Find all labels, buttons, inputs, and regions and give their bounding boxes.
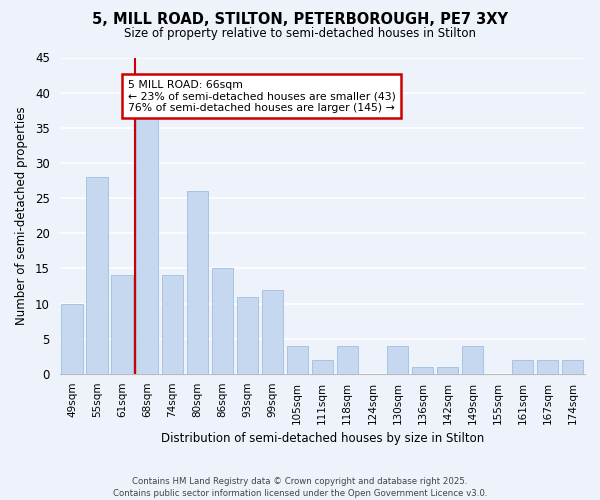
Bar [437, 367, 458, 374]
X-axis label: Distribution of semi-detached houses by size in Stilton: Distribution of semi-detached houses by … [161, 432, 484, 445]
Bar [512, 360, 533, 374]
Bar [562, 360, 583, 374]
Bar [537, 360, 558, 374]
Bar [187, 191, 208, 374]
Text: Contains HM Land Registry data © Crown copyright and database right 2025.
Contai: Contains HM Land Registry data © Crown c… [113, 476, 487, 498]
Bar [236, 296, 258, 374]
Bar [287, 346, 308, 374]
Bar [311, 360, 333, 374]
Bar [262, 290, 283, 374]
Bar [462, 346, 483, 374]
Text: Size of property relative to semi-detached houses in Stilton: Size of property relative to semi-detach… [124, 28, 476, 40]
Y-axis label: Number of semi-detached properties: Number of semi-detached properties [15, 106, 28, 325]
Bar [387, 346, 408, 374]
Text: 5, MILL ROAD, STILTON, PETERBOROUGH, PE7 3XY: 5, MILL ROAD, STILTON, PETERBOROUGH, PE7… [92, 12, 508, 28]
Bar [212, 268, 233, 374]
Bar [337, 346, 358, 374]
Bar [61, 304, 83, 374]
Bar [112, 276, 133, 374]
Bar [161, 276, 183, 374]
Text: 5 MILL ROAD: 66sqm
← 23% of semi-detached houses are smaller (43)
76% of semi-de: 5 MILL ROAD: 66sqm ← 23% of semi-detache… [128, 80, 396, 113]
Bar [412, 367, 433, 374]
Bar [86, 177, 108, 374]
Bar [136, 114, 158, 374]
